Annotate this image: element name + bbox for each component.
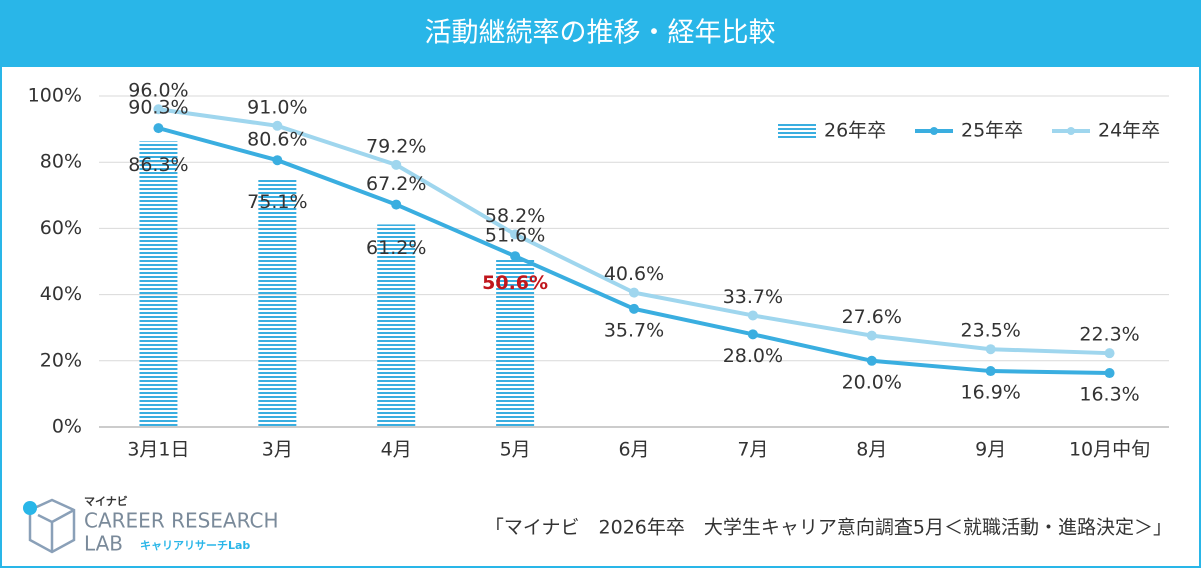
y-tick-label: 60%: [40, 217, 82, 239]
y-tick-label: 100%: [28, 85, 82, 107]
x-tick-label: 4月: [381, 439, 412, 461]
point: [629, 287, 639, 298]
logo-line2: LAB: [84, 532, 123, 556]
data-label: 96.0%: [128, 80, 188, 102]
data-label: 79.2%: [366, 135, 426, 157]
source: 「マイナビ 2026年卒 大学生キャリア意向調査5月＜就職活動・進路決定＞」: [485, 517, 1172, 539]
point: [985, 344, 996, 355]
logo: マイナビ CAREER RESEARCH LAB キャリアリサーチLab: [23, 494, 279, 556]
logo-sub: キャリアリサーチLab: [140, 539, 250, 552]
y-tick-label: 0%: [52, 416, 82, 438]
data-label: 23.5%: [960, 320, 1020, 342]
data-label: 16.3%: [1079, 384, 1139, 406]
point: [985, 366, 996, 377]
x-tick-label: 8月: [856, 439, 887, 461]
data-label: 86.3%: [128, 154, 188, 176]
data-label: 28.0%: [723, 345, 783, 367]
point: [510, 229, 521, 240]
logo-dot: [23, 501, 37, 515]
chart-title: 活動継続率の推移・経年比較: [425, 18, 776, 49]
data-label: 20.0%: [842, 371, 902, 393]
point: [153, 123, 164, 134]
point: [391, 159, 402, 170]
point: [629, 303, 639, 314]
point: [272, 120, 283, 131]
x-tick-label: 3月1日: [127, 439, 189, 461]
bar: [258, 178, 297, 427]
x-tick-label: 7月: [737, 439, 768, 461]
title-bar: [1, 1, 1200, 67]
bar: [496, 259, 535, 427]
point: [510, 251, 521, 262]
legend-swatch: [1067, 127, 1075, 135]
data-label: 22.3%: [1079, 324, 1139, 346]
data-label: 75.1%: [247, 191, 307, 213]
data-label: 67.2%: [366, 173, 426, 195]
legend-swatch: [778, 124, 816, 138]
logo-cube: [28, 498, 76, 554]
point: [747, 329, 758, 340]
point: [866, 330, 877, 341]
data-label: 90.3%: [128, 97, 188, 119]
data-label: 58.2%: [485, 205, 545, 227]
data-label: 80.6%: [247, 129, 307, 151]
bar: [377, 224, 416, 427]
x-tick-label: 10月中旬: [1069, 439, 1150, 461]
bar: [139, 141, 178, 428]
y-tick-label: 20%: [40, 349, 82, 371]
logo-line1: CAREER RESEARCH: [84, 509, 279, 533]
y-tick-label: 40%: [40, 283, 82, 305]
x-tick-label: 3月: [262, 439, 293, 461]
legend-swatch: [930, 127, 938, 135]
point: [747, 310, 758, 321]
point: [391, 199, 402, 210]
point: [1104, 348, 1115, 359]
legend-label: 24年卒: [1098, 120, 1160, 142]
x-tick-label: 6月: [618, 439, 649, 461]
x-tick-label: 9月: [975, 439, 1006, 461]
data-label: 27.6%: [842, 306, 902, 328]
data-label: 51.6%: [485, 225, 545, 247]
x-tick-label: 5月: [500, 439, 531, 461]
point: [1104, 368, 1115, 379]
data-label: 91.0%: [247, 96, 307, 118]
logo-brand: マイナビ: [84, 494, 128, 508]
data-label: 50.6%: [482, 272, 548, 294]
data-label: 33.7%: [723, 286, 783, 308]
data-label: 16.9%: [960, 382, 1020, 404]
point: [272, 155, 283, 166]
data-label: 61.2%: [366, 237, 426, 259]
data-label: 35.7%: [604, 319, 664, 341]
point: [153, 104, 164, 115]
y-tick-label: 80%: [40, 151, 82, 173]
data-label: 40.6%: [604, 263, 664, 285]
legend-label: 26年卒: [824, 120, 886, 142]
point: [866, 355, 877, 366]
legend-label: 25年卒: [961, 120, 1023, 142]
